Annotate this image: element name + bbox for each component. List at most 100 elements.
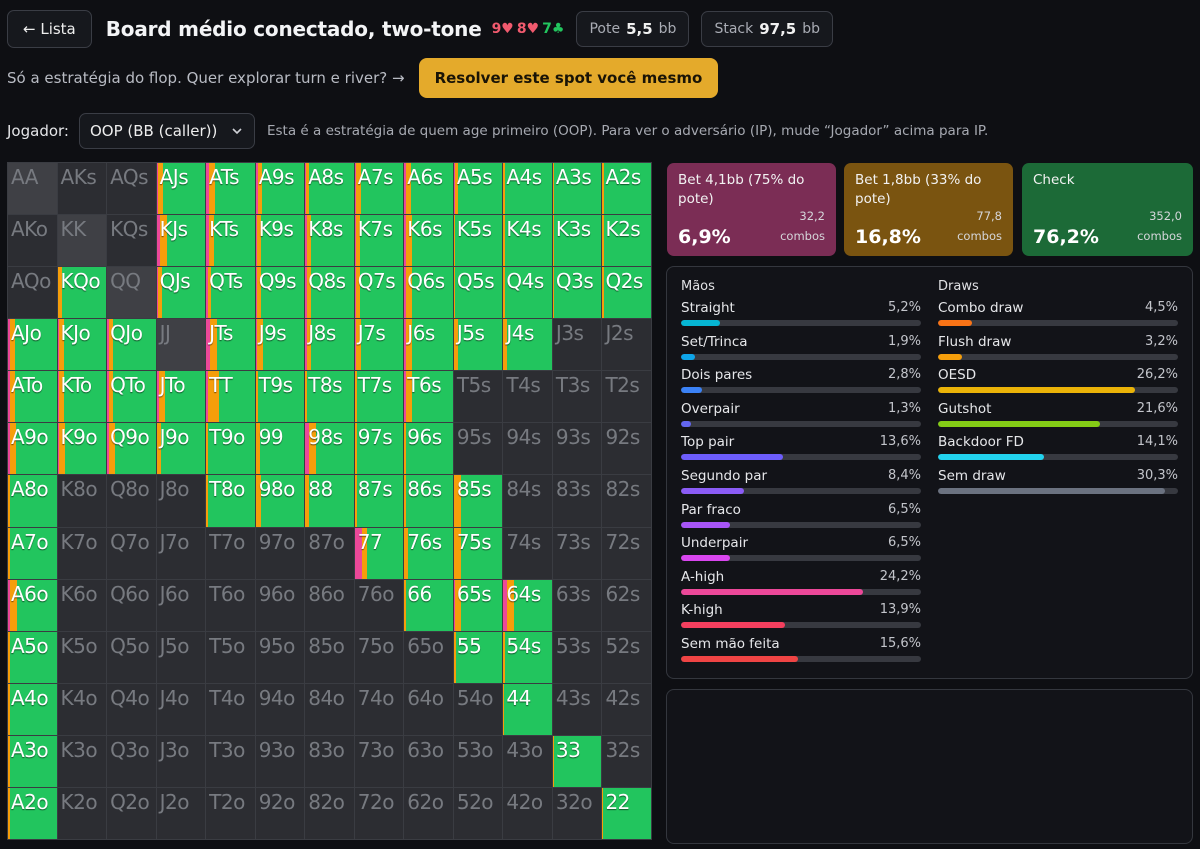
- hand-cell-92o[interactable]: 92o: [255, 787, 305, 839]
- hand-cell-T4o[interactable]: T4o: [206, 683, 255, 735]
- hand-cell-93s[interactable]: 93s: [552, 423, 602, 475]
- hand-cell-KJo[interactable]: KJo: [57, 319, 107, 371]
- hand-cell-83s[interactable]: 83s: [552, 475, 602, 527]
- hand-cell-ATs[interactable]: ATs: [206, 163, 255, 215]
- hand-cell-52o[interactable]: 52o: [453, 787, 503, 839]
- hand-cell-T3o[interactable]: T3o: [206, 735, 255, 787]
- hand-cell-QJo[interactable]: QJo: [107, 319, 156, 371]
- hand-cell-T6s[interactable]: T6s: [404, 371, 453, 423]
- hand-cell-Q4s[interactable]: Q4s: [503, 267, 552, 319]
- hand-cell-A9o[interactable]: A9o: [8, 423, 57, 475]
- hand-cell-AJo[interactable]: AJo: [8, 319, 57, 371]
- hand-cell-AQs[interactable]: AQs: [107, 163, 156, 215]
- hand-cell-J5o[interactable]: J5o: [156, 631, 206, 683]
- hand-cell-43s[interactable]: 43s: [552, 683, 602, 735]
- hand-cell-42s[interactable]: 42s: [602, 683, 651, 735]
- hand-cell-T2o[interactable]: T2o: [206, 787, 255, 839]
- hand-cell-AKo[interactable]: AKo: [8, 215, 57, 267]
- hand-cell-74o[interactable]: 74o: [354, 683, 404, 735]
- hand-cell-J8s[interactable]: J8s: [305, 319, 354, 371]
- hand-cell-T3s[interactable]: T3s: [552, 371, 602, 423]
- hand-cell-Q4o[interactable]: Q4o: [107, 683, 156, 735]
- hand-cell-A4s[interactable]: A4s: [503, 163, 552, 215]
- hand-cell-96o[interactable]: 96o: [255, 579, 305, 631]
- hand-cell-77[interactable]: 77: [354, 527, 404, 579]
- hand-cell-55[interactable]: 55: [453, 631, 503, 683]
- hand-cell-95s[interactable]: 95s: [453, 423, 503, 475]
- hand-cell-54o[interactable]: 54o: [453, 683, 503, 735]
- hand-cell-K2s[interactable]: K2s: [602, 215, 651, 267]
- hand-cell-97o[interactable]: 97o: [255, 527, 305, 579]
- hand-cell-J6s[interactable]: J6s: [404, 319, 453, 371]
- action-card-check[interactable]: Check 76,2% 352,0 combos: [1022, 163, 1193, 256]
- hand-cell-85s[interactable]: 85s: [453, 475, 503, 527]
- hand-cell-85o[interactable]: 85o: [305, 631, 354, 683]
- hand-cell-66[interactable]: 66: [404, 579, 453, 631]
- hand-cell-Q7o[interactable]: Q7o: [107, 527, 156, 579]
- hand-cell-A6s[interactable]: A6s: [404, 163, 453, 215]
- hand-cell-72s[interactable]: 72s: [602, 527, 651, 579]
- hand-cell-Q2o[interactable]: Q2o: [107, 787, 156, 839]
- hand-cell-K5s[interactable]: K5s: [453, 215, 503, 267]
- hand-cell-54s[interactable]: 54s: [503, 631, 552, 683]
- hand-cell-AA[interactable]: AA: [8, 163, 57, 215]
- hand-cell-82s[interactable]: 82s: [602, 475, 651, 527]
- hand-cell-A5o[interactable]: A5o: [8, 631, 57, 683]
- hand-cell-T5s[interactable]: T5s: [453, 371, 503, 423]
- hand-cell-33[interactable]: 33: [552, 735, 602, 787]
- hand-cell-98o[interactable]: 98o: [255, 475, 305, 527]
- back-button[interactable]: ← Lista: [7, 10, 92, 48]
- hand-cell-64o[interactable]: 64o: [404, 683, 453, 735]
- hand-cell-42o[interactable]: 42o: [503, 787, 552, 839]
- hand-cell-K2o[interactable]: K2o: [57, 787, 107, 839]
- hand-cell-K9o[interactable]: K9o: [57, 423, 107, 475]
- action-card-bet-small[interactable]: Bet 1,8bb (33% do pote) 16,8% 77,8 combos: [844, 163, 1013, 256]
- action-card-bet-big[interactable]: Bet 4,1bb (75% do pote) 6,9% 32,2 combos: [667, 163, 836, 256]
- hand-cell-K3o[interactable]: K3o: [57, 735, 107, 787]
- hand-cell-TT[interactable]: TT: [206, 371, 255, 423]
- hand-cell-T5o[interactable]: T5o: [206, 631, 255, 683]
- hand-cell-32o[interactable]: 32o: [552, 787, 602, 839]
- hand-cell-T9s[interactable]: T9s: [255, 371, 305, 423]
- hand-cell-KQs[interactable]: KQs: [107, 215, 156, 267]
- hand-cell-J2o[interactable]: J2o: [156, 787, 206, 839]
- solve-spot-button[interactable]: Resolver este spot você mesmo: [418, 58, 719, 98]
- hand-cell-J5s[interactable]: J5s: [453, 319, 503, 371]
- hand-cell-QTs[interactable]: QTs: [206, 267, 255, 319]
- hand-cell-Q6o[interactable]: Q6o: [107, 579, 156, 631]
- hand-cell-86s[interactable]: 86s: [404, 475, 453, 527]
- hand-cell-Q3s[interactable]: Q3s: [552, 267, 602, 319]
- hand-cell-K4o[interactable]: K4o: [57, 683, 107, 735]
- hand-cell-K8s[interactable]: K8s: [305, 215, 354, 267]
- hand-cell-Q9o[interactable]: Q9o: [107, 423, 156, 475]
- hand-cell-53s[interactable]: 53s: [552, 631, 602, 683]
- hand-cell-A9s[interactable]: A9s: [255, 163, 305, 215]
- hand-cell-QQ[interactable]: QQ: [107, 267, 156, 319]
- player-select[interactable]: OOP (BB (caller)): [78, 113, 255, 149]
- hand-cell-J9o[interactable]: J9o: [156, 423, 206, 475]
- hand-cell-44[interactable]: 44: [503, 683, 552, 735]
- hand-cell-K8o[interactable]: K8o: [57, 475, 107, 527]
- hand-cell-J3o[interactable]: J3o: [156, 735, 206, 787]
- hand-cell-A8o[interactable]: A8o: [8, 475, 57, 527]
- hand-cell-63o[interactable]: 63o: [404, 735, 453, 787]
- hand-cell-K4s[interactable]: K4s: [503, 215, 552, 267]
- hand-cell-93o[interactable]: 93o: [255, 735, 305, 787]
- hand-cell-A2o[interactable]: A2o: [8, 787, 57, 839]
- hand-cell-JTo[interactable]: JTo: [156, 371, 206, 423]
- hand-cell-62s[interactable]: 62s: [602, 579, 651, 631]
- hand-cell-Q5o[interactable]: Q5o: [107, 631, 156, 683]
- hand-cell-99[interactable]: 99: [255, 423, 305, 475]
- hand-cell-AKs[interactable]: AKs: [57, 163, 107, 215]
- hand-cell-82o[interactable]: 82o: [305, 787, 354, 839]
- hand-cell-97s[interactable]: 97s: [354, 423, 404, 475]
- hand-cell-KTo[interactable]: KTo: [57, 371, 107, 423]
- hand-cell-22[interactable]: 22: [602, 787, 651, 839]
- hand-cell-96s[interactable]: 96s: [404, 423, 453, 475]
- hand-cell-A3o[interactable]: A3o: [8, 735, 57, 787]
- hand-cell-86o[interactable]: 86o: [305, 579, 354, 631]
- hand-cell-87s[interactable]: 87s: [354, 475, 404, 527]
- hand-cell-J2s[interactable]: J2s: [602, 319, 651, 371]
- hand-cell-88[interactable]: 88: [305, 475, 354, 527]
- hand-cell-T7o[interactable]: T7o: [206, 527, 255, 579]
